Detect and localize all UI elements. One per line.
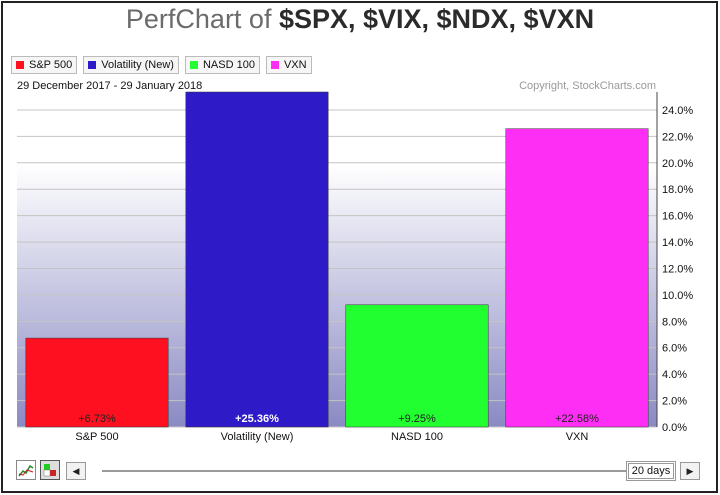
title-prefix: PerfChart of (125, 4, 279, 34)
value-label: +22.58% (555, 413, 599, 425)
value-label: +25.36% (235, 413, 279, 425)
prev-button[interactable]: ◀ (66, 462, 86, 480)
category-label: NASD 100 (391, 431, 443, 443)
bars (25, 91, 649, 428)
title-symbols: $SPX, $VIX, $NDX, $VXN (278, 4, 595, 34)
next-button[interactable]: ▶ (680, 462, 700, 480)
bar-3[interactable] (505, 128, 649, 428)
y-tick-label: 16.0% (662, 211, 693, 223)
bar-0[interactable] (25, 337, 169, 428)
legend-item-volatility[interactable]: Volatility (New) (83, 56, 179, 74)
bar-1[interactable] (185, 91, 329, 428)
legend-item-sp500[interactable]: S&P 500 (11, 56, 78, 74)
y-tick-label: 22.0% (662, 131, 693, 143)
category-label: S&P 500 (75, 431, 118, 443)
y-axis-ticks: 0.0% 2.0% 4.0% 6.0% 8.0% 10.0% 12.0% 14.0% 16.0%… (662, 105, 693, 434)
bar-chart-icon-graphic (43, 464, 56, 477)
date-range: 29 December 2017 - 29 January 2018 (17, 80, 202, 92)
y-tick-label: 10.0% (662, 290, 693, 302)
bar-chart-icon[interactable] (40, 460, 60, 480)
value-labels: +6.73% +25.36% +9.25% +22.58% (78, 413, 599, 425)
legend-swatch-vxn (270, 61, 279, 69)
y-tick-label: 18.0% (662, 184, 693, 196)
legend-swatch-volatility (88, 61, 97, 69)
y-tick-label: 4.0% (662, 369, 687, 381)
y-tick-label: 8.0% (662, 316, 687, 328)
period-selector[interactable]: 20 days (626, 461, 676, 481)
category-label: Volatility (New) (221, 431, 294, 443)
period-slider[interactable] (102, 470, 638, 472)
legend-label-sp500: S&P 500 (29, 59, 73, 71)
legend-swatch-sp500 (16, 61, 24, 69)
legend-label-volatility: Volatility (New) (101, 59, 174, 71)
y-tick-label: 0.0% (662, 422, 687, 434)
legend: S&P 500 Volatility (New) NASD 100 VXN (11, 56, 312, 74)
category-labels: S&P 500 Volatility (New) NASD 100 VXN (75, 431, 588, 443)
y-tick-label: 6.0% (662, 343, 687, 355)
copyright: Copyright, StockCharts.com (519, 80, 656, 92)
bar-2[interactable] (345, 304, 489, 428)
bottom-controls: ◀ 20 days ▶ (14, 460, 704, 484)
y-tick-label: 20.0% (662, 158, 693, 170)
legend-item-nasd100[interactable]: NASD 100 (184, 56, 260, 74)
legend-item-vxn[interactable]: VXN (265, 56, 312, 74)
legend-label-nasd100: NASD 100 (202, 59, 255, 71)
y-tick-label: 24.0% (662, 105, 693, 117)
line-chart-icon-graphic (18, 464, 34, 477)
y-tick-label: 14.0% (662, 237, 693, 249)
chart-title: PerfChart of $SPX, $VIX, $NDX, $VXN (0, 4, 720, 35)
category-label: VXN (566, 431, 589, 443)
line-chart-icon[interactable] (16, 460, 36, 480)
legend-swatch-nasd100 (189, 61, 198, 69)
legend-label-vxn: VXN (283, 59, 307, 71)
y-tick-label: 2.0% (662, 396, 687, 408)
value-label: +6.73% (78, 413, 116, 425)
y-tick-label: 12.0% (662, 263, 693, 275)
value-label: +9.25% (398, 413, 436, 425)
